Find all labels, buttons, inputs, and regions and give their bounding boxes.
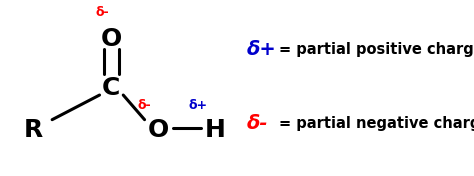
Text: = partial positive charge: = partial positive charge bbox=[279, 42, 474, 57]
Text: H: H bbox=[205, 118, 226, 142]
Text: δ-: δ- bbox=[138, 99, 151, 112]
Text: R: R bbox=[24, 118, 43, 142]
Text: O: O bbox=[148, 118, 169, 142]
Text: δ-: δ- bbox=[246, 114, 268, 133]
Text: C: C bbox=[102, 76, 120, 100]
Text: δ-: δ- bbox=[95, 6, 109, 19]
Text: O: O bbox=[101, 27, 122, 51]
Text: δ+: δ+ bbox=[189, 99, 208, 112]
Text: = partial negative charge: = partial negative charge bbox=[279, 116, 474, 131]
Text: δ+: δ+ bbox=[246, 40, 276, 59]
